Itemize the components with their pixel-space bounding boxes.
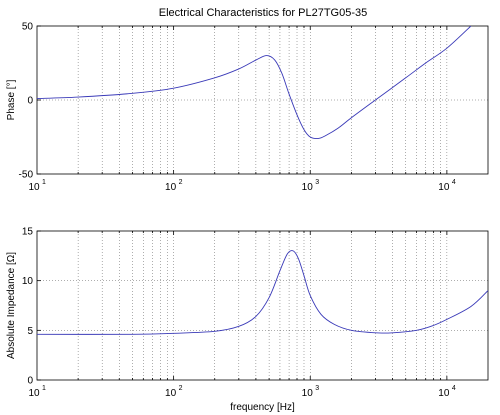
x-tick-label: 10 [28, 388, 40, 399]
y-axis-label: Absolute Impedance [Ω] [6, 252, 17, 359]
y-axis-label: Phase [°] [6, 79, 17, 120]
x-tick-label: 10 [438, 182, 450, 193]
x-tick-label: 10 [165, 388, 177, 399]
series-line [37, 26, 472, 140]
x-tick-exponent: 3 [315, 385, 319, 392]
y-tick-label: 0 [27, 376, 33, 387]
x-tick-exponent: 2 [179, 385, 183, 392]
x-tick-exponent: 4 [452, 385, 456, 392]
chart-title: Electrical Characteristics for PL27TG05-… [159, 7, 367, 19]
x-tick-exponent: 3 [315, 179, 319, 186]
plot-frame [36, 25, 489, 175]
x-tick-exponent: 4 [452, 179, 456, 186]
x-tick-exponent: 1 [42, 179, 46, 186]
y-tick-label: 0 [27, 96, 33, 107]
y-tick-label: 15 [22, 227, 34, 238]
x-axis-label: frequency [Hz] [230, 402, 295, 413]
x-tick-exponent: 1 [42, 385, 46, 392]
x-tick-label: 10 [438, 388, 450, 399]
y-tick-label: 10 [22, 276, 34, 287]
y-tick-label: 50 [22, 22, 34, 33]
x-tick-label: 10 [302, 388, 314, 399]
x-tick-label: 10 [165, 182, 177, 193]
series-line [37, 250, 488, 335]
x-tick-label: 10 [302, 182, 314, 193]
x-tick-label: 10 [28, 182, 40, 193]
plot-frame [36, 230, 489, 381]
y-tick-label: 5 [27, 326, 33, 337]
x-tick-exponent: 2 [179, 179, 183, 186]
y-tick-label: -50 [19, 170, 34, 181]
